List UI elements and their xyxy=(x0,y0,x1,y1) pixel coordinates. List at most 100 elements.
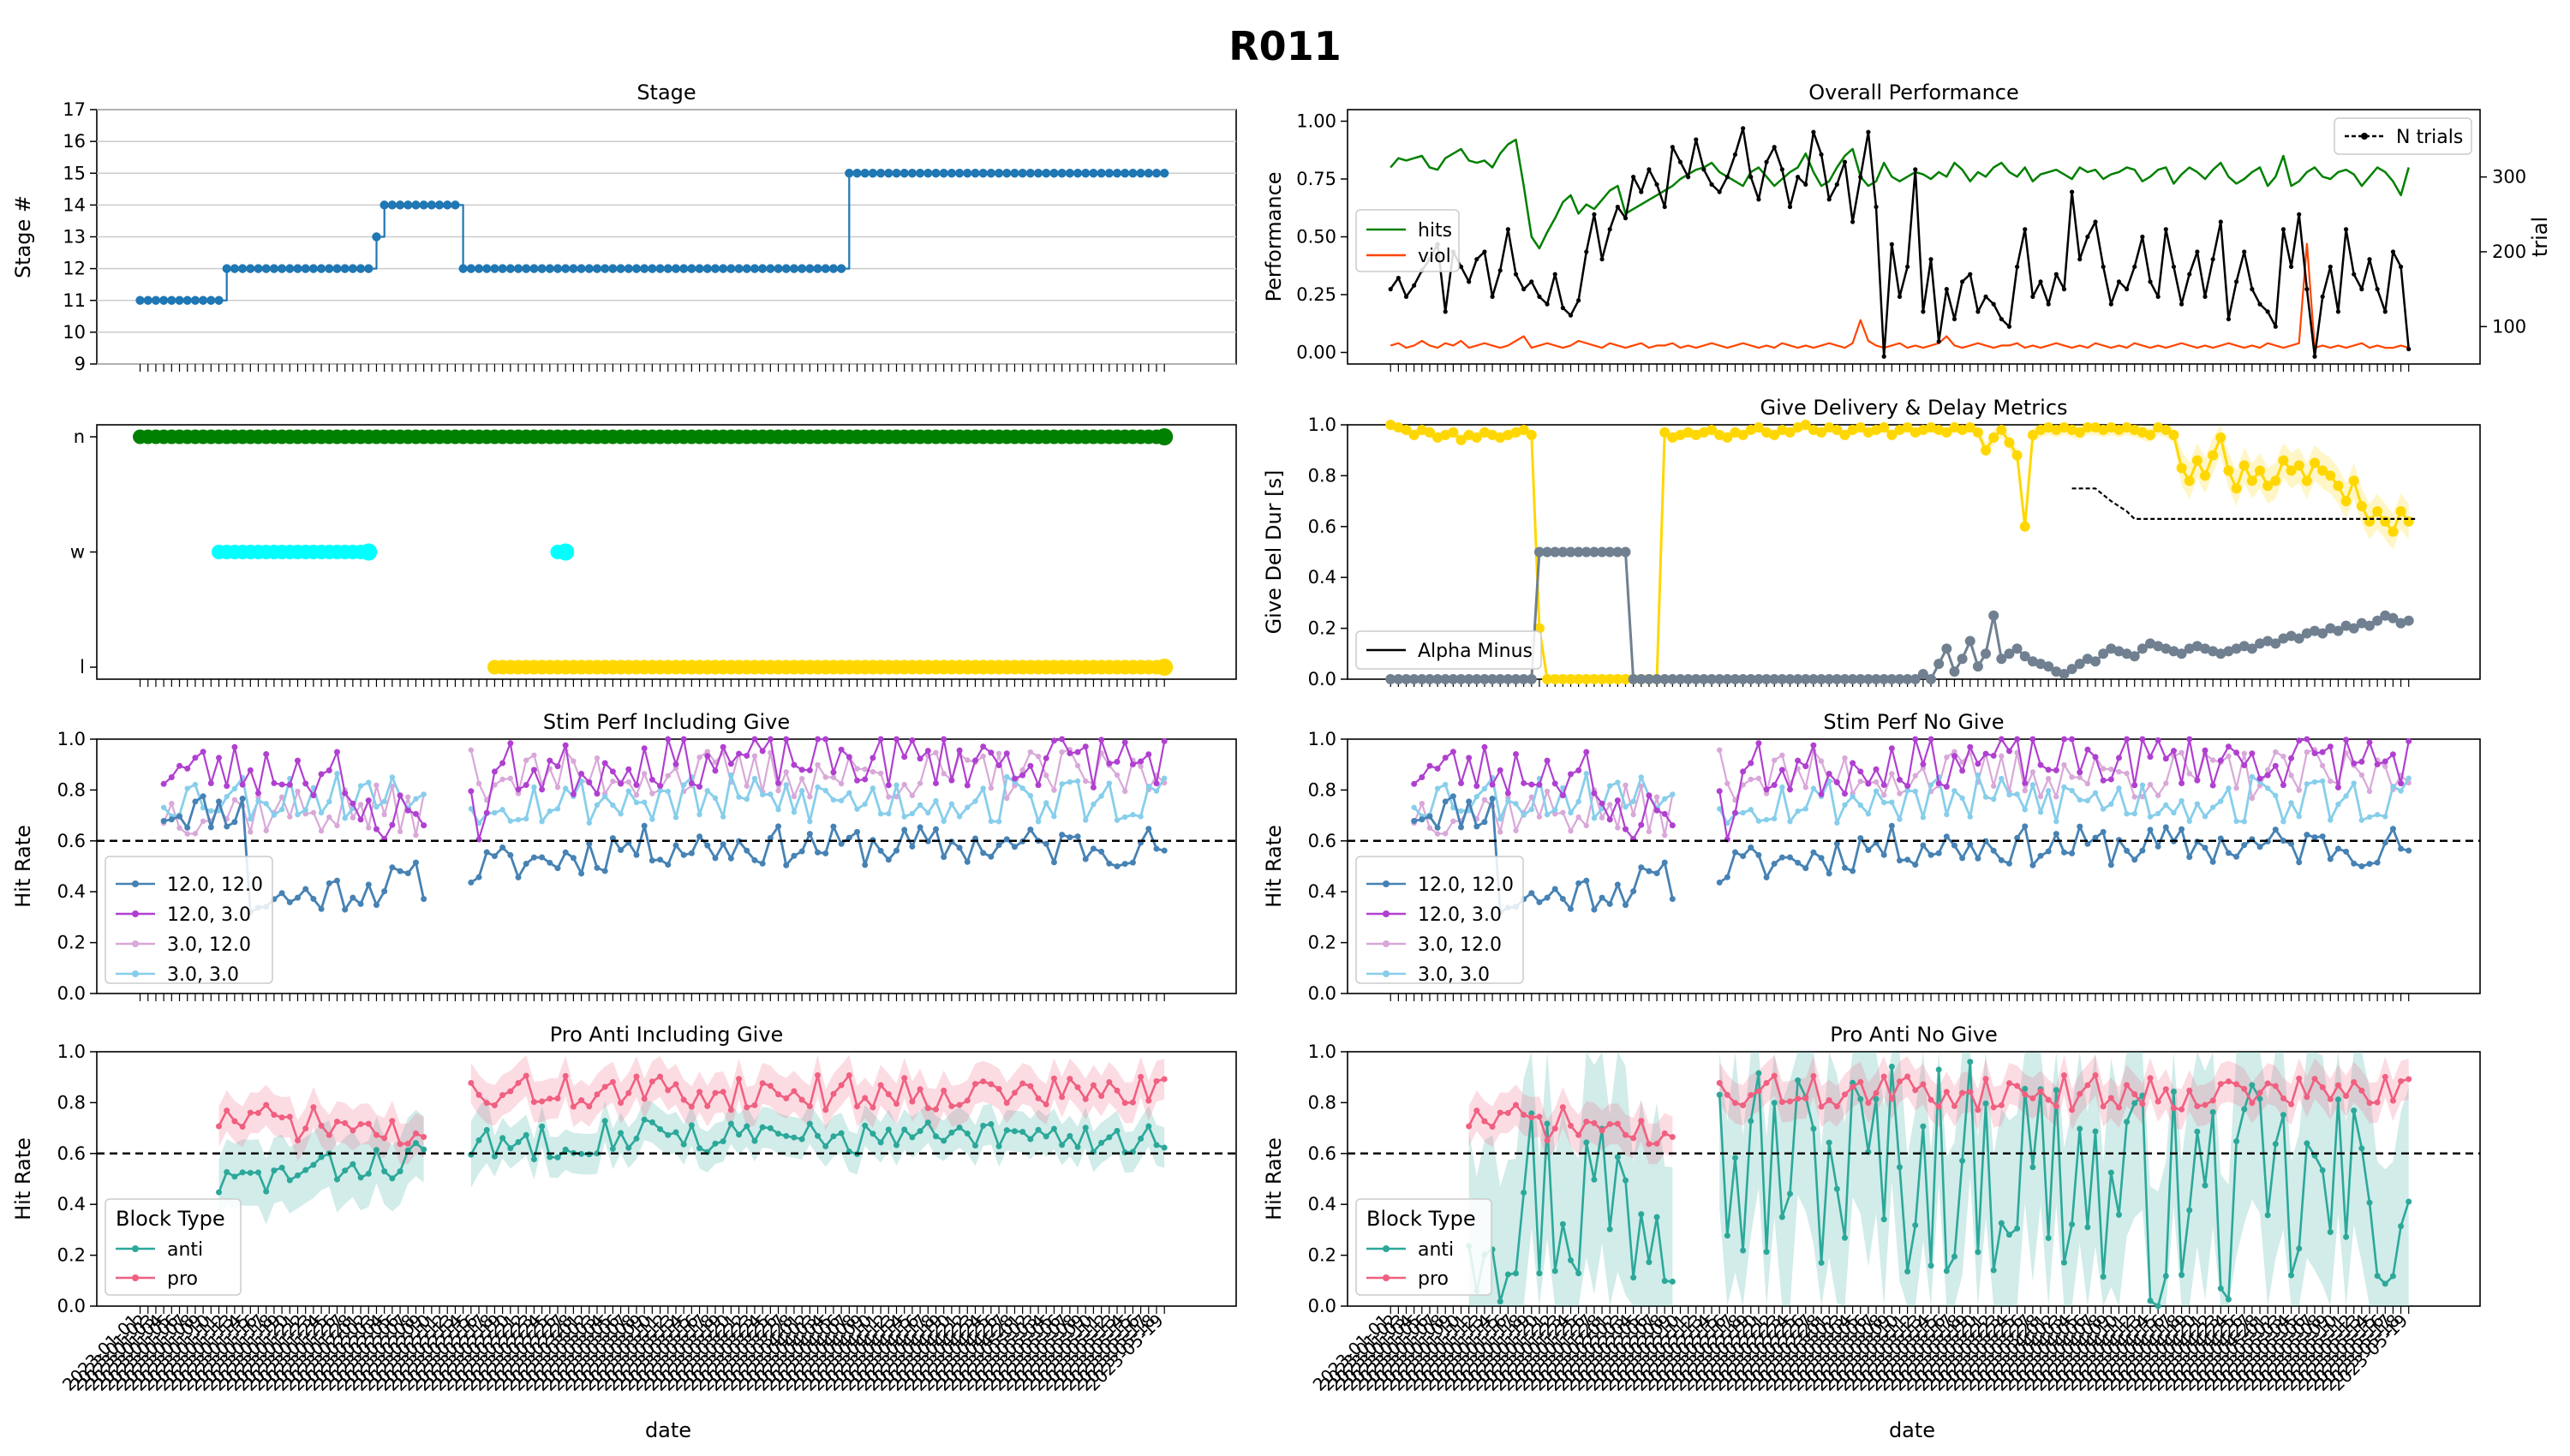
stim-nogive-12-12-line-point xyxy=(2155,843,2161,850)
ntrials-point xyxy=(1388,287,1393,292)
pa-give-pro-line-point xyxy=(1067,1076,1073,1083)
stim-give-3-3-line-point xyxy=(657,787,663,794)
stim-nogive-3-12-line-point xyxy=(2163,780,2169,786)
stim-nogive-3-12-line-point xyxy=(1497,829,1503,835)
ntrials-point xyxy=(1552,272,1557,277)
pa-nogive-anti-line-point xyxy=(1646,1259,1653,1266)
pa-give-anti-line-point xyxy=(680,1141,687,1148)
stim-give-3-12-line-point xyxy=(941,771,947,777)
stim-nogive-12-12-line-point xyxy=(2139,847,2146,854)
stim-give-12-3-line-point xyxy=(1145,751,1152,758)
ntrials-point xyxy=(1796,175,1801,180)
pa-nogive-pro-line-point xyxy=(2115,1104,2122,1111)
delivery-line-point xyxy=(1542,674,1553,684)
delivery-line-point xyxy=(2310,457,2321,468)
stim-nogive-3-12-line-point xyxy=(1646,828,1653,835)
pa-give-anti-line-point xyxy=(815,1132,822,1139)
pa-give-pro-line-point xyxy=(980,1078,987,1085)
stim-give-3-3-line-point xyxy=(838,797,845,803)
stim-nogive-12-3-line-point xyxy=(1818,791,1825,797)
ntrials-point xyxy=(2061,287,2067,292)
delay-line-point xyxy=(1706,674,1718,684)
stim-give-3-3-line-point xyxy=(184,785,190,791)
pa-nogive-legend-box xyxy=(1355,1198,1492,1296)
pa-nogive-anti-line-point xyxy=(1975,1249,1981,1256)
pa-nogive-pro-line-point xyxy=(1504,1109,1511,1116)
pa-give-anti-line-point xyxy=(1106,1134,1113,1141)
stage-point xyxy=(947,169,957,178)
delay-line-point xyxy=(2200,643,2211,654)
stim-nogive-3-3-line-point xyxy=(2382,814,2388,820)
stage-point xyxy=(198,295,208,305)
stim-give-12-3-line-point xyxy=(160,780,167,787)
delivery-line-point xyxy=(2356,501,2367,512)
stim-give-3-12-line-point xyxy=(610,779,616,785)
stim-give-12-12-line-point xyxy=(688,850,695,856)
delivery-line-point xyxy=(2184,475,2195,486)
pa-nogive-pro-line-point xyxy=(1880,1073,1887,1080)
stim-give-3-3-line-point xyxy=(381,798,387,804)
stim-give-3-12-line-point xyxy=(830,774,837,780)
stim-nogive-12-3-line-point xyxy=(1904,783,1911,790)
stim-give-12-3-line-point xyxy=(696,784,703,791)
pa-nogive-pro-line-point xyxy=(2225,1078,2232,1085)
stim-nogive-12-12-line-point xyxy=(1865,846,1872,853)
delay-line-point xyxy=(1393,674,1404,684)
stim-give-12-3-line-point xyxy=(1106,760,1113,767)
stim-give-3-3-line-point xyxy=(1122,814,1128,820)
pa-nogive-anti-line-point xyxy=(2343,1233,2350,1240)
pa-give-anti-line-point xyxy=(1114,1127,1121,1134)
delay-line-point xyxy=(1440,674,1451,684)
stim-nogive-3-3-line-point xyxy=(2335,801,2341,808)
delay-line-point xyxy=(1981,648,1992,659)
pa-give-pro-line-point xyxy=(468,1079,475,1086)
stim-nogive-3-3-line-point xyxy=(2233,818,2239,825)
delivery-line-point xyxy=(1455,434,1467,445)
stim-give-3-12-line-point xyxy=(854,766,860,772)
pa-nogive-ytick-label: 1.0 xyxy=(1308,1041,1336,1062)
stim-nogive-12-3-line-point xyxy=(1575,767,1582,774)
stim-nogive-3-12-line-point xyxy=(2288,773,2294,779)
stim-nogive-3-3-line-point xyxy=(1850,793,1856,800)
stim-give-12-3-line-point xyxy=(570,791,577,797)
stim-give-12-3-line-point xyxy=(539,786,546,793)
stim-nogive-12-12-line-point xyxy=(1630,888,1637,895)
delay-line-point xyxy=(2035,659,2047,670)
stim-nogive-3-3-line-point xyxy=(1975,772,1981,779)
pa-nogive-anti-legend-label: anti xyxy=(1418,1239,1454,1261)
stim-give-ytick-label: 0.6 xyxy=(57,831,86,851)
pa-give-anti-line-point xyxy=(263,1188,270,1195)
pa-nogive-anti-line-point xyxy=(1786,1190,1793,1197)
ntrials-point xyxy=(1443,309,1448,314)
pa-nogive-pro-line-point xyxy=(1795,1095,1802,1102)
stim-give-12-3-line-point xyxy=(547,757,553,764)
pa-give-pro-line-point xyxy=(523,1072,529,1079)
delivery-line-point xyxy=(1487,429,1498,440)
pa-give-ytick-label: 0.6 xyxy=(57,1143,86,1164)
stim-give-12-12-line-point xyxy=(648,857,655,864)
stage-point xyxy=(1128,169,1138,178)
delivery-line-point xyxy=(2082,421,2093,433)
stim-nogive-12-12-line-point xyxy=(1559,896,1566,903)
stim-give-3-12-line-point xyxy=(633,792,640,798)
stage-point xyxy=(537,264,547,273)
pa-give-anti-line-point xyxy=(720,1138,726,1145)
pa-give-pro-line-point xyxy=(1082,1095,1089,1102)
pa-give-anti-line-point xyxy=(838,1130,845,1137)
pa-nogive-pro-line-point xyxy=(2014,1083,2021,1089)
delay-line-point xyxy=(2113,646,2125,657)
overall-ytick-label: 0.25 xyxy=(1296,284,1336,305)
delivery-line-point xyxy=(1996,424,2007,435)
stage-point xyxy=(277,264,287,273)
stim-give-12-3-line-point xyxy=(775,779,782,786)
stim-nogive-12-3-line-point xyxy=(1748,760,1754,767)
stim-nogive-12-3-line-point xyxy=(2202,747,2208,754)
pa-give-anti-line-point xyxy=(523,1131,529,1138)
pa-give-pro-line-point xyxy=(909,1098,916,1105)
stim-give-3-12-line-point xyxy=(641,771,648,777)
pa-nogive-anti-line-point xyxy=(2288,1272,2295,1279)
stage-point xyxy=(994,169,1004,178)
stage-point xyxy=(553,264,563,273)
stim-give-12-3-line-point xyxy=(530,767,537,773)
delivery-line-point xyxy=(2090,421,2101,433)
